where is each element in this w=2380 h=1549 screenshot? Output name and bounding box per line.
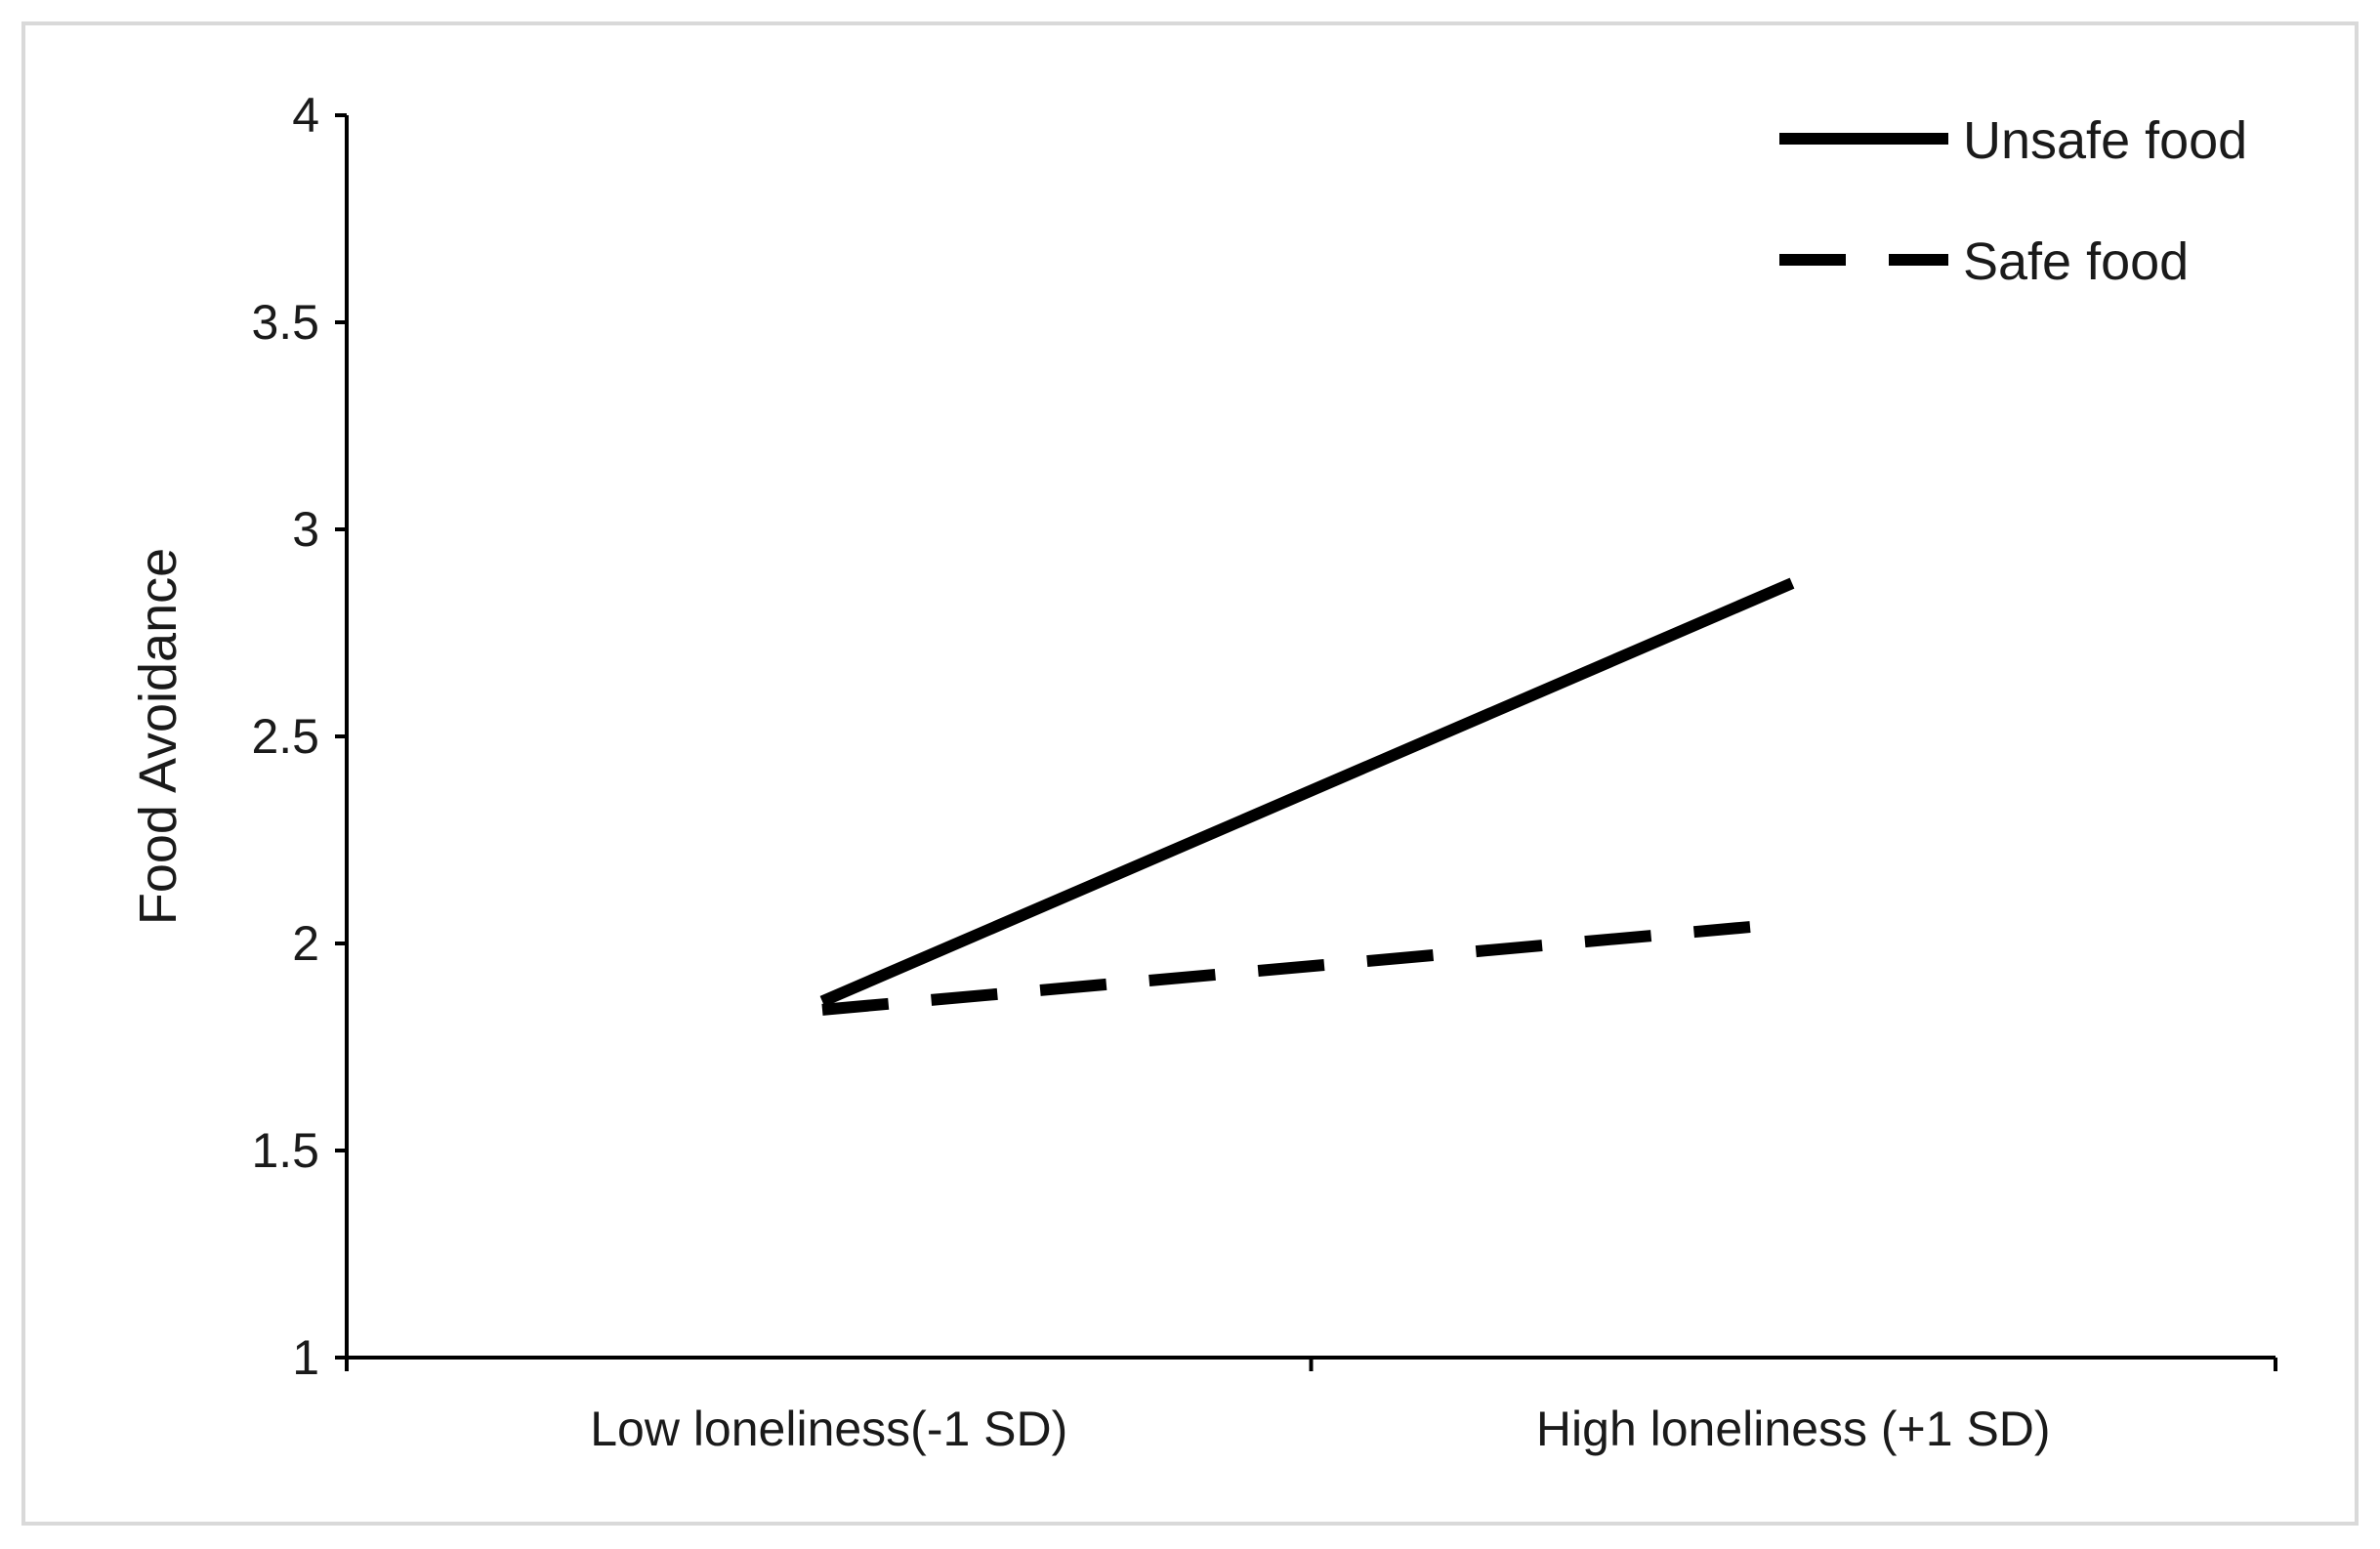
- axes: [345, 115, 2276, 1360]
- x-tick-label: Low loneliness(-1 SD): [590, 1402, 1067, 1456]
- y-ticks: 1 1.5 2 2.5 3 3.5 4: [251, 88, 347, 1385]
- x-tick-label: High loneliness (+1 SD): [1536, 1402, 2051, 1456]
- legend: Unsafe food Safe food: [1779, 111, 2247, 291]
- x-ticks: Low loneliness(-1 SD) High loneliness (+1…: [345, 1358, 2277, 1456]
- series-line-unsafe-food: [819, 577, 1795, 1007]
- y-tick-label: 1.5: [251, 1123, 319, 1178]
- series-line-safe-food: [821, 921, 1751, 1016]
- legend-label: Safe food: [1963, 232, 2189, 291]
- y-tick-label: 3.5: [251, 295, 319, 350]
- y-tick-label: 2.5: [251, 709, 319, 764]
- y-tick-label: 2: [292, 916, 319, 971]
- y-axis-title: Food Avoidance: [129, 548, 188, 925]
- series-layer: [819, 577, 1795, 1016]
- chart-frame: [21, 21, 2359, 1526]
- y-tick-label: 1: [292, 1330, 319, 1385]
- y-tick-label: 3: [292, 502, 319, 557]
- y-tick-label: 4: [292, 88, 319, 143]
- legend-label: Unsafe food: [1963, 111, 2247, 170]
